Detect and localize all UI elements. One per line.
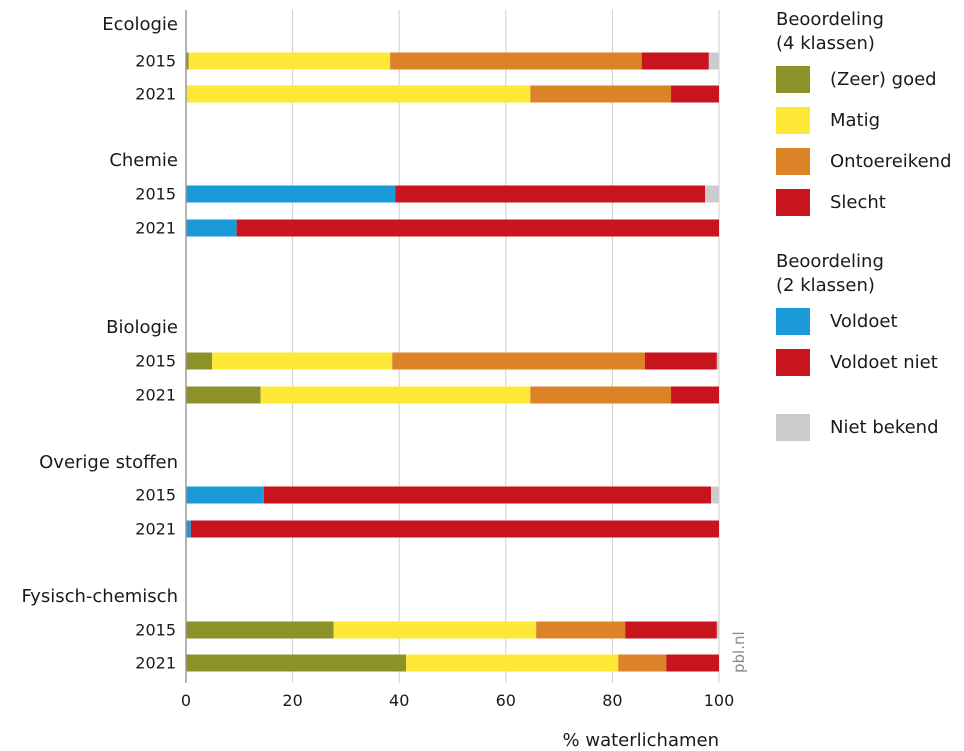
legend-item-zeer-goed: (Zeer) goed (776, 66, 964, 93)
bar-segment-niet-bekend (708, 52, 719, 70)
bar-segment-niet-bekend (711, 486, 719, 504)
year-label: 2021 (135, 386, 176, 405)
bar-segment-matig (186, 85, 531, 103)
legend-swatch-slecht (776, 189, 810, 216)
bar-segment-ontoereikend (530, 85, 672, 103)
legend-title-2-classes: Beoordeling (2 klassen) (776, 251, 884, 296)
bar-segment-zeer-goed (186, 52, 189, 70)
year-label: 2015 (135, 52, 176, 71)
group-label-chemie: Chemie (109, 150, 178, 171)
bar-segment-slecht (671, 386, 719, 404)
group-label-biologie: Biologie (106, 317, 178, 338)
bar-segment-zeer-goed (186, 621, 334, 639)
legend-swatch-zeer-goed (776, 66, 810, 93)
legend-item-matig: Matig (776, 107, 964, 134)
x-tick-label-20: 20 (282, 691, 302, 710)
bar-segment-voldoet-niet (236, 219, 719, 237)
bar-segment-ontoereikend (390, 52, 642, 70)
legend-item-voldoet: Voldoet (776, 308, 964, 335)
group-label-fysisch-chemisch: Fysisch-chemisch (21, 586, 178, 607)
bar-segment-slecht (641, 52, 709, 70)
year-label: 2015 (135, 352, 176, 371)
legend-title-4-classes: Beoordeling (4 klassen) (776, 9, 884, 54)
bar-segment-voldoet (186, 520, 191, 538)
legend-swatch-ontoereikend (776, 148, 810, 175)
bar-segment-niet-bekend (716, 621, 719, 639)
bar-segment-matig (188, 52, 391, 70)
bar-segment-voldoet (186, 219, 237, 237)
x-tick-label-60: 60 (496, 691, 516, 710)
legend-item-voldoet-niet: Voldoet niet (776, 349, 964, 376)
bar-segment-ontoereikend (536, 621, 626, 639)
legend-item-slecht: Slecht (776, 189, 964, 216)
bar-segment-slecht (671, 85, 719, 103)
x-tick-label-0: 0 (181, 691, 191, 710)
group-label-ecologie: Ecologie (102, 14, 178, 35)
legend-swatch-voldoet (776, 308, 810, 335)
group-label-overige-stoffen: Overige stoffen (39, 452, 178, 473)
bar-segment-zeer-goed (186, 352, 213, 370)
year-label: 2015 (135, 486, 176, 505)
bar-segment-zeer-goed (186, 654, 407, 672)
bar-segment-niet-bekend (716, 352, 719, 370)
bar-segment-voldoet (186, 185, 396, 203)
bar-segment-matig (406, 654, 619, 672)
legend-swatch-voldoet-niet (776, 349, 810, 376)
year-label: 2021 (135, 85, 176, 104)
bar-segment-ontoereikend (392, 352, 645, 370)
x-axis-label: % waterlichamen (563, 730, 719, 751)
bar-segment-matig (333, 621, 537, 639)
legend-item-ontoereikend: Ontoereikend (776, 148, 964, 175)
bar-segment-ontoereikend (530, 386, 672, 404)
year-label: 2015 (135, 621, 176, 640)
bar-segment-niet-bekend (705, 185, 719, 203)
legend-swatch-matig (776, 107, 810, 134)
bar-segment-slecht (666, 654, 719, 672)
bar-segment-zeer-goed (186, 386, 261, 404)
source-note: pbl.nl (730, 631, 748, 673)
year-label: 2021 (135, 654, 176, 673)
year-label: 2021 (135, 520, 176, 539)
bar-segment-voldoet-niet (263, 486, 712, 504)
x-tick-label-100: 100 (704, 691, 735, 710)
legend-item-niet-bekend: Niet bekend (776, 414, 964, 441)
year-label: 2021 (135, 219, 176, 238)
bar-segment-slecht (644, 352, 717, 370)
legend: Beoordeling (4 klassen) (Zeer) goed Mati… (776, 8, 964, 455)
bar-segment-voldoet-niet (395, 185, 706, 203)
x-tick-label-80: 80 (602, 691, 622, 710)
bar-segment-matig (260, 386, 531, 404)
bar-segment-matig (212, 352, 393, 370)
bar-segment-slecht (625, 621, 717, 639)
x-tick-label-40: 40 (389, 691, 409, 710)
bar-segment-ontoereikend (618, 654, 667, 672)
bar-segment-voldoet (186, 486, 264, 504)
legend-swatch-niet-bekend (776, 414, 810, 441)
year-label: 2015 (135, 185, 176, 204)
bar-segment-voldoet-niet (190, 520, 719, 538)
